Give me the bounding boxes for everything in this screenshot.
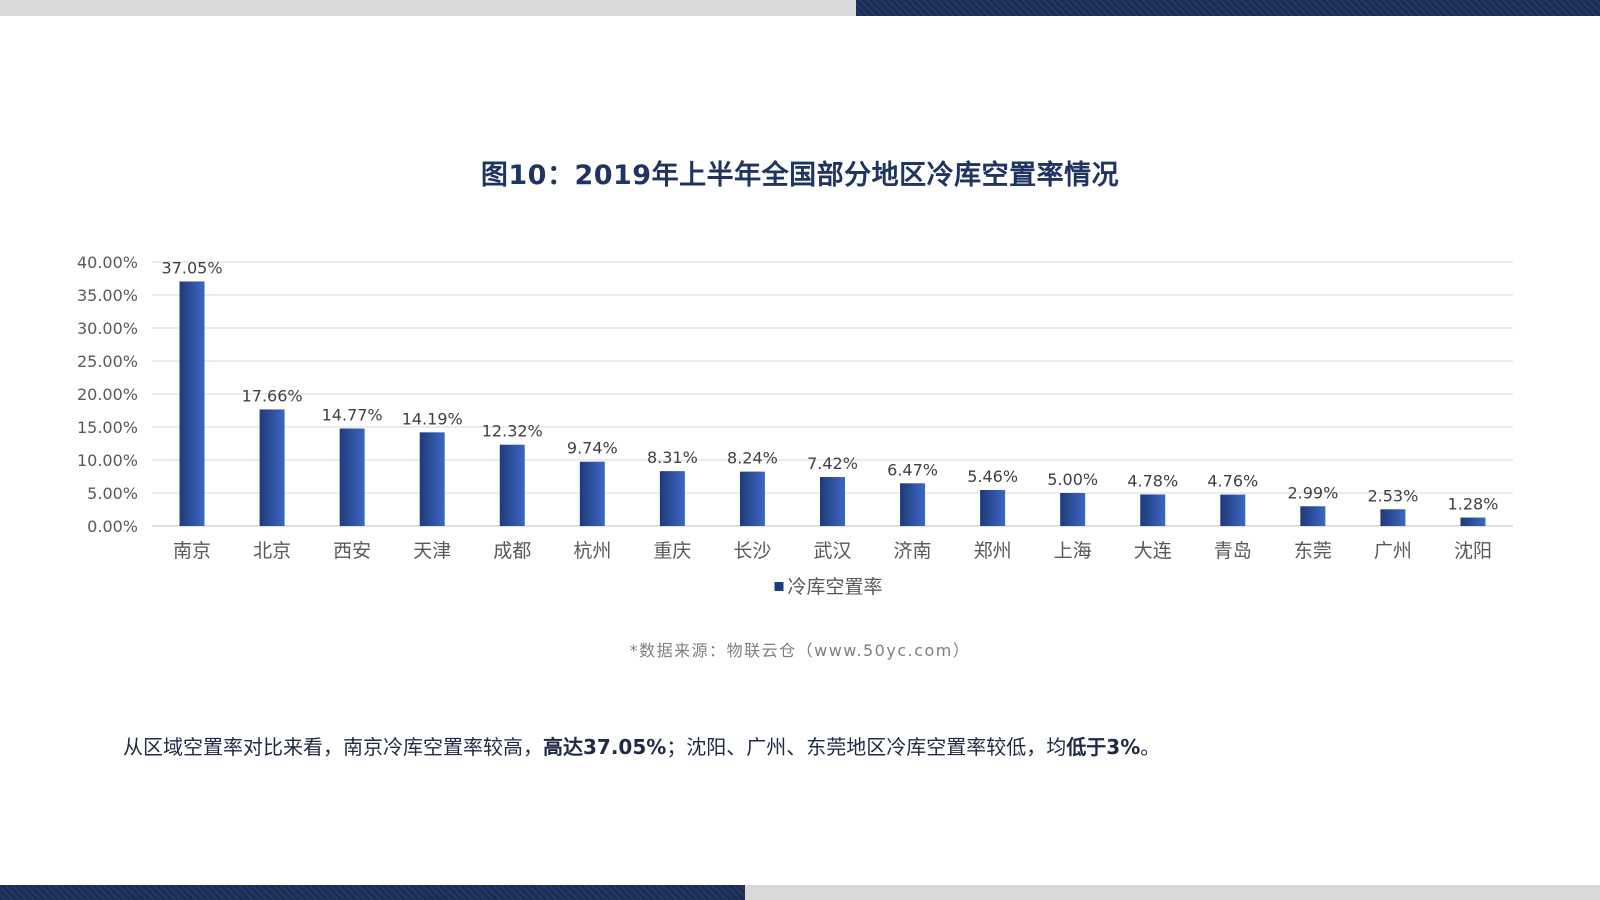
bar [579, 461, 605, 526]
data-label: 8.31% [647, 448, 698, 467]
data-source-note: *数据来源：物联云仓（www.50yc.com） [629, 641, 971, 660]
bar [820, 477, 845, 526]
legend-swatch [774, 582, 784, 591]
data-label: 4.78% [1127, 471, 1178, 490]
bar [339, 428, 365, 526]
x-category-label: 上海 [1054, 540, 1092, 562]
chart-title: 图10：2019年上半年全国部分地区冷库空置率情况 [480, 160, 1120, 191]
bar-chart: 0.00% 5.00% 10.00% 15.00% 20.00% 25.00% 30.00%… [77, 253, 1513, 598]
top-navy-band [856, 0, 1600, 16]
x-category-label: 东莞 [1294, 540, 1332, 562]
x-category-label: 天津 [413, 540, 451, 562]
top-grey-band [0, 0, 856, 16]
data-label: 6.47% [887, 460, 938, 479]
y-tick-label: 10.00% [77, 451, 138, 470]
data-label: 14.77% [322, 406, 383, 425]
bar [1380, 509, 1406, 526]
x-category-label: 北京 [253, 540, 291, 562]
bar [1220, 494, 1246, 526]
bar [179, 281, 205, 526]
y-tick-label: 35.00% [77, 286, 138, 305]
y-tick-label: 20.00% [77, 385, 138, 404]
data-label: 5.46% [967, 467, 1018, 486]
data-label: 5.00% [1047, 470, 1098, 489]
data-label: 12.32% [482, 422, 543, 441]
summary-highlight-2: 低于3% [1066, 735, 1141, 759]
x-category-label: 广州 [1374, 540, 1412, 562]
y-tick-label: 25.00% [77, 352, 138, 371]
bar [739, 471, 765, 526]
bar [1140, 494, 1166, 526]
y-tick-label: 30.00% [77, 319, 138, 338]
summary-highlight-1: 高达37.05% [543, 735, 667, 759]
bar [1060, 493, 1086, 526]
x-category-label: 长沙 [733, 540, 771, 562]
summary-text: 从区域空置率对比来看，南京冷库空置率较高，高达37.05%；沈阳、广州、东莞地区… [123, 731, 1160, 760]
bar [659, 471, 685, 526]
legend-label: 冷库空置率 [788, 576, 883, 598]
x-category-label: 沈阳 [1454, 540, 1492, 562]
data-label: 1.28% [1448, 495, 1499, 514]
data-label: 2.53% [1367, 486, 1418, 505]
y-tick-label: 0.00% [87, 517, 138, 536]
x-category-label: 大连 [1134, 540, 1172, 562]
x-category-label: 南京 [173, 540, 211, 562]
x-category-label: 西安 [333, 540, 371, 562]
y-tick-label: 40.00% [77, 253, 138, 272]
bottom-grey-band [745, 885, 1600, 900]
summary-part-2: ；沈阳、广州、东莞地区冷库空置率较低，均 [666, 735, 1067, 759]
data-label: 14.19% [402, 409, 463, 428]
summary-part-1: 从区域空置率对比来看，南京冷库空置率较高， [123, 735, 543, 759]
x-category-label: 武汉 [813, 540, 851, 562]
bar [1460, 517, 1486, 526]
x-category-label: 青岛 [1214, 540, 1252, 562]
bar [419, 432, 445, 526]
data-label: 8.24% [727, 449, 778, 468]
data-label: 37.05% [162, 258, 223, 277]
data-label: 4.76% [1207, 472, 1258, 491]
bar [980, 489, 1006, 526]
summary-part-3: 。 [1140, 735, 1161, 759]
x-category-label: 成都 [493, 540, 531, 562]
x-category-label: 郑州 [974, 540, 1012, 562]
data-label: 7.42% [807, 454, 858, 473]
y-tick-label: 5.00% [87, 484, 138, 503]
x-category-label: 杭州 [573, 540, 611, 562]
bar [259, 409, 285, 526]
y-tick-label: 15.00% [77, 418, 138, 437]
x-category-label: 济南 [894, 540, 932, 562]
bottom-navy-band [0, 885, 745, 900]
x-category-label: 重庆 [653, 540, 691, 562]
data-label: 9.74% [567, 439, 618, 458]
bar [900, 483, 926, 526]
data-label: 17.66% [242, 386, 303, 405]
data-label: 2.99% [1287, 483, 1338, 502]
bar [1300, 506, 1326, 526]
bar [499, 444, 525, 526]
